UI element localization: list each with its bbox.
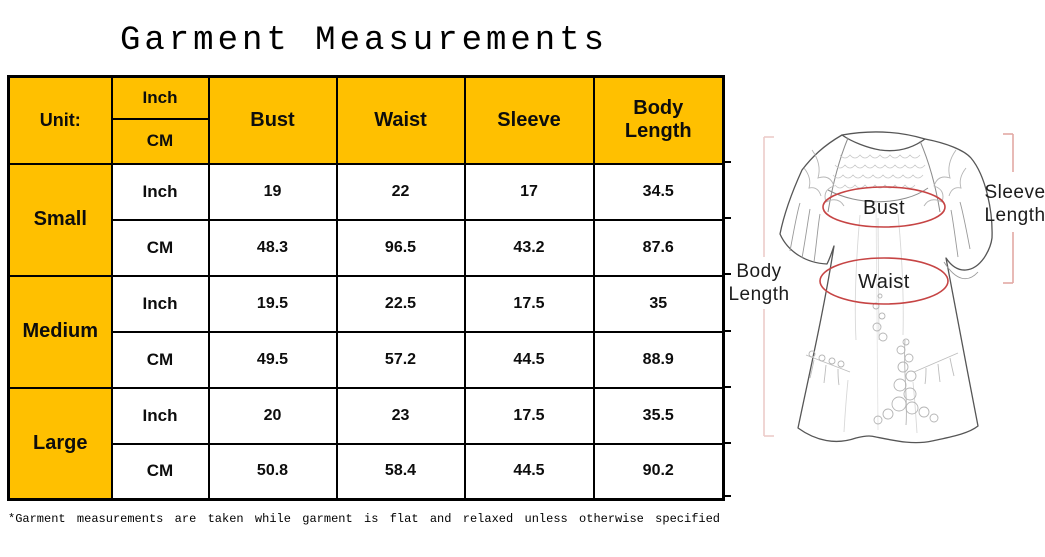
unit-cell: Inch — [110, 162, 210, 221]
body-length-label-line1: Body — [736, 261, 781, 282]
col-header-bust: Bust — [207, 75, 338, 165]
body-length-label-line2: Length — [728, 284, 789, 305]
measurement-cell: 50.8 — [207, 442, 338, 501]
border-artifact-tick — [722, 386, 731, 388]
border-artifact-tick — [722, 495, 731, 497]
waist-ellipse — [819, 257, 949, 305]
measurement-cell: 35.5 — [592, 386, 725, 445]
hem-details — [843, 199, 918, 434]
garment-diagram: Bust Waist Body Length Sleeve Length — [728, 131, 1045, 444]
unit-cm-header: CM — [110, 117, 210, 165]
unit-header-cell: Unit: — [7, 75, 113, 165]
page-title: Garment Measurements — [119, 22, 609, 60]
unit-cell: CM — [110, 442, 210, 501]
measurement-cell: 44.5 — [463, 330, 595, 389]
measurement-cell: 43.2 — [463, 218, 595, 277]
size-table: Unit: Inch Bust Waist Sleeve Body Length… — [7, 75, 725, 501]
sleeve-length-label-line1: Sleeve — [984, 182, 1045, 203]
measurement-cell: 19.5 — [207, 274, 338, 333]
measurement-cell: 57.2 — [335, 330, 466, 389]
border-artifact-tick — [722, 273, 731, 275]
measurement-cell: 90.2 — [592, 442, 725, 501]
unit-cell: Inch — [110, 274, 210, 333]
measurement-cell: 49.5 — [207, 330, 338, 389]
col-header-body-length: Body Length — [592, 75, 725, 165]
measurement-cell: 44.5 — [463, 442, 595, 501]
measurement-cell: 17 — [463, 162, 595, 221]
measurement-cell: 35 — [592, 274, 725, 333]
measurement-cell: 22.5 — [335, 274, 466, 333]
unit-cell: CM — [110, 218, 210, 277]
border-artifact-tick — [722, 217, 731, 219]
measurement-cell: 19 — [207, 162, 338, 221]
pocket-lines — [805, 352, 959, 386]
measurement-cell: 58.4 — [335, 442, 466, 501]
embroidery — [803, 149, 967, 426]
measurement-cell: 17.5 — [463, 386, 595, 445]
measurement-cell: 22 — [335, 162, 466, 221]
border-artifact-tick — [722, 161, 731, 163]
measurement-cell: 17.5 — [463, 274, 595, 333]
measurement-cell: 34.5 — [592, 162, 725, 221]
measurement-cell: 96.5 — [335, 218, 466, 277]
measurement-cell: 87.6 — [592, 218, 725, 277]
size-label-medium: Medium — [7, 274, 113, 389]
size-label-small: Small — [7, 162, 113, 277]
border-artifact-tick — [722, 442, 731, 444]
size-label-large: Large — [7, 386, 113, 501]
bust-label: Bust — [863, 197, 905, 219]
footnote-text: *Garment measurements are taken while ga… — [8, 512, 720, 526]
measurement-cell: 48.3 — [207, 218, 338, 277]
unit-cell: CM — [110, 330, 210, 389]
measurement-cell: 88.9 — [592, 330, 725, 389]
sleeve-length-label-line2: Length — [984, 205, 1045, 226]
bust-ellipse — [822, 186, 946, 228]
unit-cell: Inch — [110, 386, 210, 445]
body-length-bracket — [763, 136, 774, 437]
measurement-cell: 23 — [335, 386, 466, 445]
measurement-cell: 20 — [207, 386, 338, 445]
sleeve-folds — [789, 201, 979, 280]
waist-label: Waist — [858, 271, 910, 293]
border-artifact-tick — [722, 330, 731, 332]
sleeve-length-bracket — [1003, 133, 1014, 284]
unit-inch-header: Inch — [110, 75, 210, 120]
col-header-waist: Waist — [335, 75, 466, 165]
col-header-sleeve: Sleeve — [463, 75, 595, 165]
